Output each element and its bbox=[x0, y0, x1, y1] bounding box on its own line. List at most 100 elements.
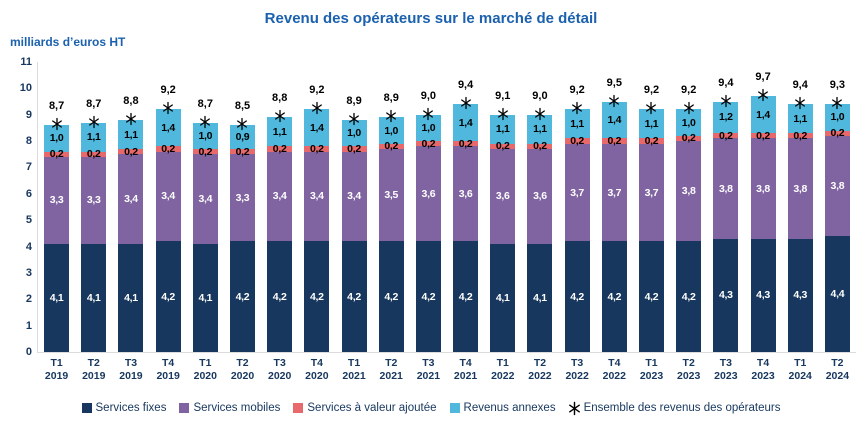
total-value-label: 9,2 bbox=[160, 84, 176, 97]
segment-value-label: 0,2 bbox=[421, 137, 436, 150]
bar-group: 4,2 3,6 0,2 1,0 9,0 T3 2021 bbox=[410, 62, 447, 382]
segment-value-label: 3,7 bbox=[607, 186, 622, 199]
bar-segment-services-valeur-ajoutee: 0,2 bbox=[341, 143, 367, 155]
bar-group: 4,2 3,4 0,2 1,1 8,8 T3 2020 bbox=[261, 62, 298, 382]
segment-value-label: 4,2 bbox=[570, 290, 584, 303]
bar-group: 4,1 3,6 0,2 1,1 9,1 T1 2022 bbox=[484, 62, 521, 382]
x-axis-label: T4 2022 bbox=[602, 357, 626, 382]
bar-segment-services-fixes: 4,1 bbox=[490, 243, 516, 352]
segment-value-label: 4,2 bbox=[309, 290, 324, 303]
segment-value-label: 1,4 bbox=[458, 116, 473, 129]
legend-ensemble-marker-icon bbox=[568, 401, 580, 415]
segment-value-label: 3,8 bbox=[681, 185, 696, 198]
segment-value-label: 4,3 bbox=[793, 289, 808, 302]
ensemble-marker bbox=[683, 102, 694, 115]
x-axis-label: T1 2020 bbox=[193, 357, 217, 382]
bar-segment-services-fixes: 4,2 bbox=[341, 241, 367, 352]
ensemble-marker bbox=[88, 115, 99, 128]
bar-segment-revenus-annexes: 1,0 bbox=[341, 120, 367, 147]
segment-value-label: 0,2 bbox=[235, 145, 250, 158]
bar-segment-services-fixes: 4,2 bbox=[155, 241, 181, 352]
segment-value-label: 0,2 bbox=[495, 140, 510, 153]
bar-segment-services-valeur-ajoutee: 0,2 bbox=[118, 146, 144, 158]
bar-segment-services-valeur-ajoutee: 0,2 bbox=[304, 143, 330, 155]
segment-value-label: 0,2 bbox=[86, 148, 101, 161]
total-value-label: 8,9 bbox=[383, 92, 399, 105]
bar-segment-services-valeur-ajoutee: 0,2 bbox=[453, 138, 479, 150]
ensemble-marker bbox=[237, 118, 248, 131]
total-value-label: 8,8 bbox=[123, 95, 139, 107]
x-axis-label: T2 2022 bbox=[528, 357, 552, 382]
segment-value-label: 3,7 bbox=[644, 186, 659, 199]
segment-value-label: 3,4 bbox=[161, 190, 175, 203]
segment-value-label: 1,4 bbox=[161, 121, 175, 134]
total-value-label: 8,9 bbox=[346, 95, 362, 107]
bar-segment-services-mobiles: 3,6 bbox=[527, 149, 553, 244]
plot-area: 4,1 3,3 0,2 1,0 8,7 T1 2019 4,1 3,3 0,2 1,1 8,7 T2 20… bbox=[38, 62, 856, 382]
bar-segment-revenus-annexes: 1,0 bbox=[676, 109, 702, 136]
segment-value-label: 0,2 bbox=[309, 143, 324, 156]
ensemble-marker-icon bbox=[795, 97, 806, 110]
bar-group: 4,2 3,7 0,2 1,4 9,5 T4 2022 bbox=[596, 62, 633, 382]
ensemble-marker bbox=[423, 107, 434, 120]
segment-value-label: 0,2 bbox=[830, 127, 845, 140]
bar-segment-services-mobiles: 3,8 bbox=[750, 138, 776, 239]
x-axis-label: T2 2024 bbox=[825, 357, 850, 382]
segment-value-label: 3,4 bbox=[309, 190, 324, 203]
segment-value-label: 1,1 bbox=[124, 128, 138, 141]
bar-group: 4,1 3,6 0,2 1,1 9,0 T2 2022 bbox=[521, 62, 558, 382]
legend-item-services-valeur-ajoutee: Services à valeur ajoutée bbox=[293, 402, 437, 414]
bar-segment-services-valeur-ajoutee: 0,2 bbox=[81, 148, 107, 160]
segment-value-label: 1,0 bbox=[49, 132, 64, 145]
bar-segment-services-valeur-ajoutee: 0,2 bbox=[378, 140, 404, 152]
bar-segment-services-valeur-ajoutee: 0,2 bbox=[750, 130, 776, 142]
x-axis-label: T4 2020 bbox=[305, 357, 329, 382]
total-value-label: 9,4 bbox=[792, 79, 808, 92]
bar-segment-services-fixes: 4,2 bbox=[564, 241, 590, 352]
bar-group: 4,1 3,3 0,2 1,1 8,7 T2 2019 bbox=[75, 62, 112, 382]
total-value-label: 9,4 bbox=[718, 76, 734, 89]
bar-segment-revenus-annexes: 1,4 bbox=[601, 101, 627, 139]
y-axis-tick-label: 4 bbox=[25, 240, 32, 253]
ensemble-marker bbox=[832, 97, 843, 110]
ensemble-marker-icon bbox=[349, 112, 359, 126]
segment-value-label: 3,3 bbox=[86, 194, 101, 207]
total-value-label: 9,7 bbox=[755, 71, 771, 84]
bar-segment-revenus-annexes: 0,9 bbox=[229, 125, 255, 149]
total-value-label: 8,8 bbox=[272, 92, 288, 105]
bar-segment-services-valeur-ajoutee: 0,2 bbox=[638, 135, 664, 147]
total-value-label: 9,3 bbox=[829, 79, 846, 92]
bar-group: 4,2 3,7 0,2 1,1 9,2 T1 2023 bbox=[633, 62, 670, 382]
ensemble-marker bbox=[51, 118, 62, 131]
segment-value-label: 0,2 bbox=[533, 140, 547, 153]
segment-value-label: 4,2 bbox=[681, 290, 696, 303]
legend-swatch-services-valeur-ajoutee bbox=[293, 403, 304, 413]
bar-segment-services-mobiles: 3,7 bbox=[638, 143, 664, 242]
bar-segment-services-fixes: 4,3 bbox=[787, 238, 813, 352]
bar-segment-services-mobiles: 3,4 bbox=[267, 151, 293, 242]
ensemble-marker-icon bbox=[200, 115, 211, 128]
ensemble-marker-icon bbox=[497, 107, 508, 120]
bar-segment-revenus-annexes: 1,1 bbox=[527, 114, 553, 144]
bar-segment-services-fixes: 4,2 bbox=[229, 241, 255, 352]
x-axis-label: T1 2019 bbox=[44, 357, 69, 382]
bar-segment-revenus-annexes: 1,0 bbox=[192, 122, 218, 149]
x-axis-label: T3 2021 bbox=[416, 357, 441, 382]
segment-value-label: 4,2 bbox=[347, 290, 361, 303]
bar-segment-services-mobiles: 3,4 bbox=[304, 151, 330, 242]
segment-value-label: 3,6 bbox=[533, 190, 547, 203]
ensemble-marker-icon bbox=[832, 97, 843, 110]
legend: Services fixes Services mobiles Services à… bbox=[0, 401, 862, 415]
segment-value-label: 3,4 bbox=[347, 190, 361, 203]
bar-group: 4,2 3,4 0,2 1,4 9,2 T4 2019 bbox=[150, 62, 187, 382]
segment-value-label: 3,4 bbox=[124, 193, 138, 206]
bar-segment-revenus-annexes: 1,4 bbox=[155, 109, 181, 147]
legend-item-ensemble-des-revenus: Ensemble des revenus des opérateurs bbox=[568, 401, 780, 415]
bar-segment-services-mobiles: 3,7 bbox=[601, 143, 627, 242]
ensemble-marker bbox=[163, 102, 174, 115]
total-value-label: 9,4 bbox=[457, 79, 474, 92]
ensemble-marker-icon bbox=[758, 89, 768, 102]
bar-segment-services-fixes: 4,2 bbox=[378, 241, 404, 352]
x-axis-label: T1 2024 bbox=[788, 357, 812, 382]
segment-value-label: 3,3 bbox=[235, 191, 250, 204]
